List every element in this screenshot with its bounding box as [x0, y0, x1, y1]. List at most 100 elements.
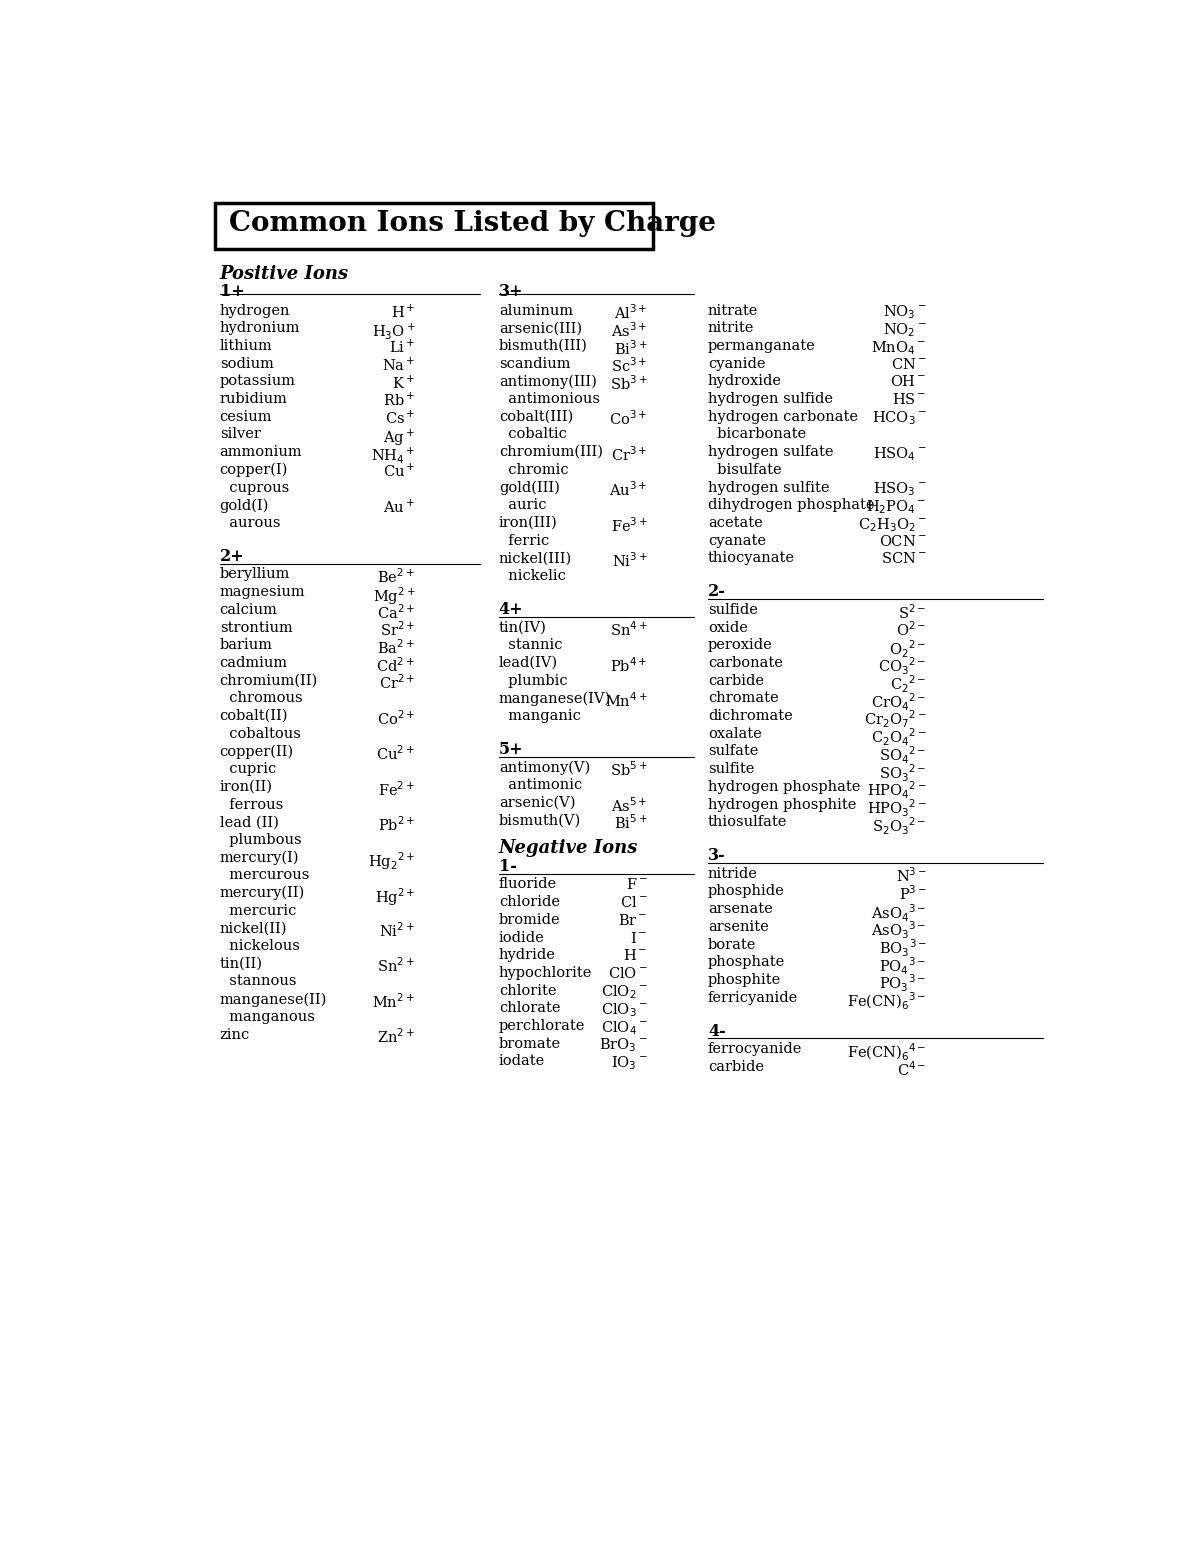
Text: calcium: calcium	[220, 603, 277, 617]
Text: chlorate: chlorate	[499, 1002, 560, 1016]
Text: Ba$^{2+}$: Ba$^{2+}$	[377, 638, 415, 657]
Text: hydroxide: hydroxide	[708, 374, 782, 388]
Text: mercurous: mercurous	[220, 868, 310, 882]
Text: hydrogen carbonate: hydrogen carbonate	[708, 410, 858, 424]
Text: arsenic(III): arsenic(III)	[499, 321, 582, 335]
Text: H$^+$: H$^+$	[391, 303, 415, 321]
Text: PO$_4$$^{3-}$: PO$_4$$^{3-}$	[880, 955, 926, 977]
Text: Br$^-$: Br$^-$	[618, 913, 648, 927]
Text: NH$_4$$^+$: NH$_4$$^+$	[371, 446, 415, 466]
Text: arsenite: arsenite	[708, 919, 769, 933]
Text: Fe$^{3+}$: Fe$^{3+}$	[611, 516, 648, 534]
Text: F$^-$: F$^-$	[625, 877, 648, 893]
Text: HSO$_3$$^-$: HSO$_3$$^-$	[874, 480, 926, 499]
Text: cyanate: cyanate	[708, 534, 766, 548]
Text: oxide: oxide	[708, 621, 748, 635]
Text: strontium: strontium	[220, 621, 293, 635]
Text: NO$_2$$^-$: NO$_2$$^-$	[883, 321, 926, 339]
Text: Positive Ions: Positive Ions	[220, 266, 349, 283]
Text: Co$^{3+}$: Co$^{3+}$	[610, 410, 648, 429]
Text: HPO$_3$$^{2-}$: HPO$_3$$^{2-}$	[866, 798, 926, 818]
Text: hydrogen: hydrogen	[220, 303, 290, 317]
Text: nitrate: nitrate	[708, 303, 758, 317]
Text: silver: silver	[220, 427, 260, 441]
Text: chromate: chromate	[708, 691, 779, 705]
Text: Ca$^{2+}$: Ca$^{2+}$	[377, 603, 415, 621]
Text: arsenate: arsenate	[708, 902, 773, 916]
Text: bromate: bromate	[499, 1037, 560, 1051]
Text: Au$^{3+}$: Au$^{3+}$	[610, 480, 648, 499]
Text: Sn$^{4+}$: Sn$^{4+}$	[610, 621, 648, 640]
Text: cobalt(II): cobalt(II)	[220, 710, 288, 724]
FancyBboxPatch shape	[215, 203, 653, 248]
Text: Li$^+$: Li$^+$	[389, 339, 415, 356]
Text: sulfate: sulfate	[708, 744, 758, 758]
Text: 3-: 3-	[708, 848, 726, 865]
Text: Rb$^+$: Rb$^+$	[383, 391, 415, 410]
Text: chromium(II): chromium(II)	[220, 674, 318, 688]
Text: magnesium: magnesium	[220, 585, 305, 599]
Text: H$_3$O$^+$: H$_3$O$^+$	[372, 321, 415, 342]
Text: SCN$^-$: SCN$^-$	[881, 551, 926, 567]
Text: ClO$_4$$^-$: ClO$_4$$^-$	[601, 1019, 648, 1037]
Text: As$^{3+}$: As$^{3+}$	[611, 321, 648, 340]
Text: iron(III): iron(III)	[499, 516, 558, 530]
Text: 3+: 3+	[499, 283, 523, 300]
Text: Co$^{2+}$: Co$^{2+}$	[377, 710, 415, 728]
Text: C$_2$$^{2-}$: C$_2$$^{2-}$	[890, 674, 926, 696]
Text: O$^{2-}$: O$^{2-}$	[896, 621, 926, 640]
Text: ClO$_2$$^-$: ClO$_2$$^-$	[601, 983, 648, 1002]
Text: nickel(III): nickel(III)	[499, 551, 572, 565]
Text: arsenic(V): arsenic(V)	[499, 797, 575, 811]
Text: bisulfate: bisulfate	[708, 463, 781, 477]
Text: hydronium: hydronium	[220, 321, 300, 335]
Text: Sc$^{3+}$: Sc$^{3+}$	[611, 357, 648, 376]
Text: oxalate: oxalate	[708, 727, 762, 741]
Text: chromous: chromous	[220, 691, 302, 705]
Text: nickel(II): nickel(II)	[220, 921, 287, 935]
Text: HSO$_4$$^-$: HSO$_4$$^-$	[874, 446, 926, 463]
Text: acetate: acetate	[708, 516, 763, 530]
Text: peroxide: peroxide	[708, 638, 773, 652]
Text: carbonate: carbonate	[708, 655, 782, 669]
Text: ferrocyanide: ferrocyanide	[708, 1042, 803, 1056]
Text: 4+: 4+	[499, 601, 523, 618]
Text: 1+: 1+	[220, 283, 245, 300]
Text: OCN$^-$: OCN$^-$	[878, 534, 926, 548]
Text: C$^{4-}$: C$^{4-}$	[898, 1059, 926, 1078]
Text: Mn$^{2+}$: Mn$^{2+}$	[372, 992, 415, 1011]
Text: dihydrogen phosphate: dihydrogen phosphate	[708, 499, 875, 512]
Text: permanganate: permanganate	[708, 339, 816, 353]
Text: bismuth(III): bismuth(III)	[499, 339, 588, 353]
Text: hydrogen sulfide: hydrogen sulfide	[708, 391, 833, 405]
Text: antimony(V): antimony(V)	[499, 761, 590, 775]
Text: Al$^{3+}$: Al$^{3+}$	[614, 303, 648, 323]
Text: tin(II): tin(II)	[220, 957, 263, 971]
Text: stannous: stannous	[220, 974, 296, 989]
Text: phosphite: phosphite	[708, 972, 781, 986]
Text: thiosulfate: thiosulfate	[708, 815, 787, 829]
Text: 1-: 1-	[499, 857, 517, 874]
Text: Cu$^{2+}$: Cu$^{2+}$	[377, 744, 415, 763]
Text: C$_2$O$_4$$^{2-}$: C$_2$O$_4$$^{2-}$	[871, 727, 926, 749]
Text: H$_2$PO$_4$$^-$: H$_2$PO$_4$$^-$	[866, 499, 926, 516]
Text: carbide: carbide	[708, 1059, 764, 1073]
Text: chlorite: chlorite	[499, 983, 557, 997]
Text: P$^{3-}$: P$^{3-}$	[899, 884, 926, 904]
Text: phosphate: phosphate	[708, 955, 785, 969]
Text: S$^{2-}$: S$^{2-}$	[899, 603, 926, 621]
Text: ferric: ferric	[499, 534, 550, 548]
Text: BrO$_3$$^-$: BrO$_3$$^-$	[599, 1037, 648, 1054]
Text: plumbic: plumbic	[499, 674, 568, 688]
Text: CrO$_4$$^{2-}$: CrO$_4$$^{2-}$	[871, 691, 926, 713]
Text: HCO$_3$$^-$: HCO$_3$$^-$	[872, 410, 926, 427]
Text: C$_2$H$_3$O$_2$$^-$: C$_2$H$_3$O$_2$$^-$	[858, 516, 926, 534]
Text: BO$_3$$^{3-}$: BO$_3$$^{3-}$	[878, 938, 926, 958]
Text: sulfide: sulfide	[708, 603, 758, 617]
Text: plumbous: plumbous	[220, 832, 301, 846]
Text: OH$^-$: OH$^-$	[890, 374, 926, 390]
Text: Negative Ions: Negative Ions	[499, 839, 638, 857]
Text: mercury(II): mercury(II)	[220, 887, 305, 901]
Text: manganous: manganous	[220, 1009, 314, 1023]
Text: MnO$_4$$^-$: MnO$_4$$^-$	[871, 339, 926, 357]
